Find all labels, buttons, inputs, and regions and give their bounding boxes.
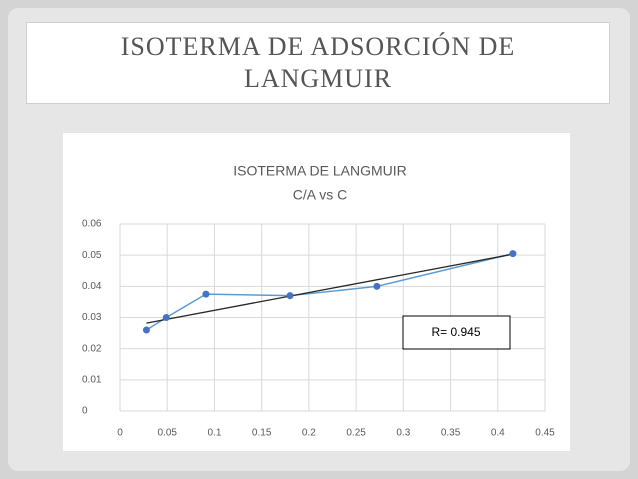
data-point	[142, 326, 150, 334]
x-tick-label: 0.45	[535, 428, 555, 439]
x-tick-label: 0.05	[157, 428, 177, 439]
data-point	[373, 282, 381, 290]
y-tick-label: 0.05	[82, 250, 102, 261]
x-tick-label: 0	[117, 428, 123, 439]
x-tick-label: 0.15	[252, 428, 272, 439]
slide-title: ISOTERMA DE ADSORCIÓN DE LANGMUIR	[120, 32, 516, 93]
chart-area	[63, 133, 570, 451]
y-tick-label: 0.03	[82, 312, 102, 323]
y-tick-label: 0	[82, 406, 88, 417]
x-tick-label: 0.25	[346, 428, 366, 439]
x-tick-label: 0.35	[441, 428, 461, 439]
y-tick-label: 0.01	[82, 374, 102, 385]
y-tick-label: 0.04	[82, 281, 102, 292]
annotation-box	[402, 315, 511, 350]
chart-subtitle: C/A vs C	[293, 187, 347, 203]
y-tick-label: 0.06	[82, 219, 102, 230]
annotation: R= 0.945	[431, 325, 480, 339]
trendline	[146, 253, 514, 324]
x-tick-label: 0.2	[302, 428, 316, 439]
x-tick-label: 0.1	[207, 428, 221, 439]
chart-title: ISOTERMA DE LANGMUIR	[233, 163, 406, 179]
title-box: ISOTERMA DE ADSORCIÓN DE LANGMUIR	[26, 22, 610, 104]
y-tick-label: 0.02	[82, 343, 102, 354]
data-point	[509, 250, 517, 258]
x-tick-label: 0.3	[396, 428, 410, 439]
data-point	[162, 314, 170, 321]
data-point	[202, 290, 210, 298]
data-point	[286, 292, 294, 300]
x-tick-label: 0.4	[491, 428, 505, 439]
